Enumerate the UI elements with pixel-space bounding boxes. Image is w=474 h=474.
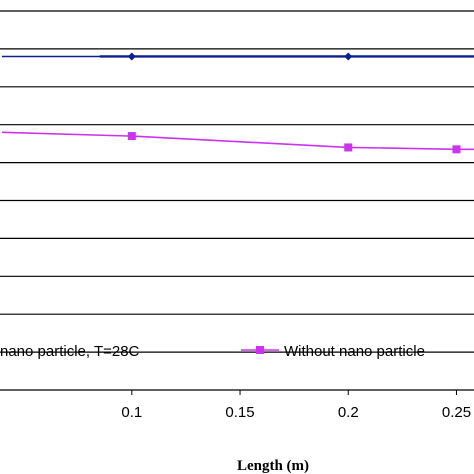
- x-tick-label: 0.1: [121, 404, 142, 421]
- gridlines: [0, 10, 474, 391]
- x-tick-labels: 0.1 0.15 0.2 0.25: [121, 390, 471, 421]
- data-point-series-1: [127, 52, 136, 61]
- legend: nano particle, T=28C Without nano partic…: [0, 343, 425, 360]
- legend-label-series-1: nano particle, T=28C: [0, 343, 140, 360]
- series-layer: [1, 52, 474, 154]
- legend-marker-series-2: [256, 346, 264, 354]
- data-point-series-1: [344, 52, 353, 61]
- x-tick-label: 0.2: [338, 404, 359, 421]
- data-point-series-2: [452, 145, 461, 154]
- data-point-series-2: [127, 132, 136, 141]
- x-tick-label: 0.25: [442, 404, 471, 421]
- x-axis-title: Length (m): [237, 458, 309, 474]
- legend-label-series-2: Without nano particle: [284, 343, 425, 360]
- data-point-series-2: [344, 143, 353, 152]
- x-tick-label: 0.15: [225, 404, 254, 421]
